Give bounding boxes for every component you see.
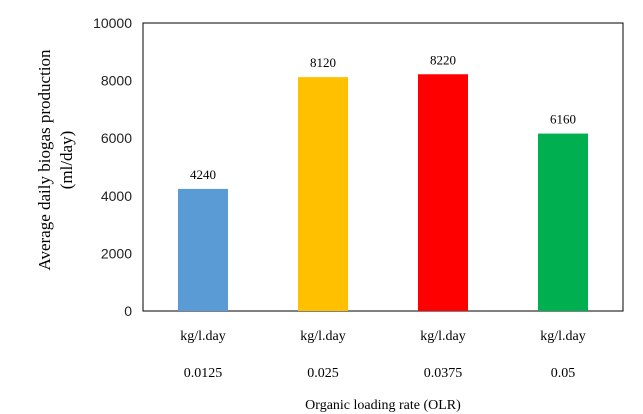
- x-tick-value-label: 0.0375: [424, 366, 463, 381]
- bar: [298, 77, 348, 311]
- bar: [178, 188, 228, 311]
- data-label: 8220: [430, 52, 456, 67]
- bar: [538, 133, 588, 311]
- x-tick-value-label: 0.0125: [184, 366, 223, 381]
- y-tick-label: 0: [124, 303, 132, 319]
- x-tick-unit-label: kg/l.day: [300, 329, 346, 344]
- y-tick-label: 2000: [101, 245, 132, 261]
- y-axis-title-line1: Average daily biogas production: [35, 49, 54, 271]
- y-tick-label: 10000: [93, 15, 132, 31]
- data-label: 6160: [550, 112, 576, 127]
- y-axis: 0 2000 4000 6000 8000 10000: [93, 15, 132, 319]
- data-label: 8120: [310, 55, 336, 70]
- x-tick-unit-label: kg/l.day: [180, 329, 226, 344]
- plot-area: [142, 22, 624, 312]
- x-axis: kg/l.day 0.0125 kg/l.day 0.025 kg/l.day 0.037…: [180, 329, 586, 381]
- x-tick-value-label: 0.025: [307, 366, 339, 381]
- x-tick-value-label: 0.05: [551, 366, 576, 381]
- y-tick-label: 4000: [101, 188, 132, 204]
- y-tick-label: 8000: [101, 73, 132, 89]
- x-axis-title: Organic loading rate (OLR): [305, 398, 461, 413]
- y-axis-title-line2: (ml/day): [57, 131, 76, 190]
- bars-group: 4240 8120 8220 6160: [178, 52, 588, 311]
- bar: [418, 74, 468, 311]
- x-tick-unit-label: kg/l.day: [540, 329, 586, 344]
- y-tick-label: 6000: [101, 130, 132, 146]
- x-tick-unit-label: kg/l.day: [420, 329, 466, 344]
- data-label: 4240: [190, 167, 216, 182]
